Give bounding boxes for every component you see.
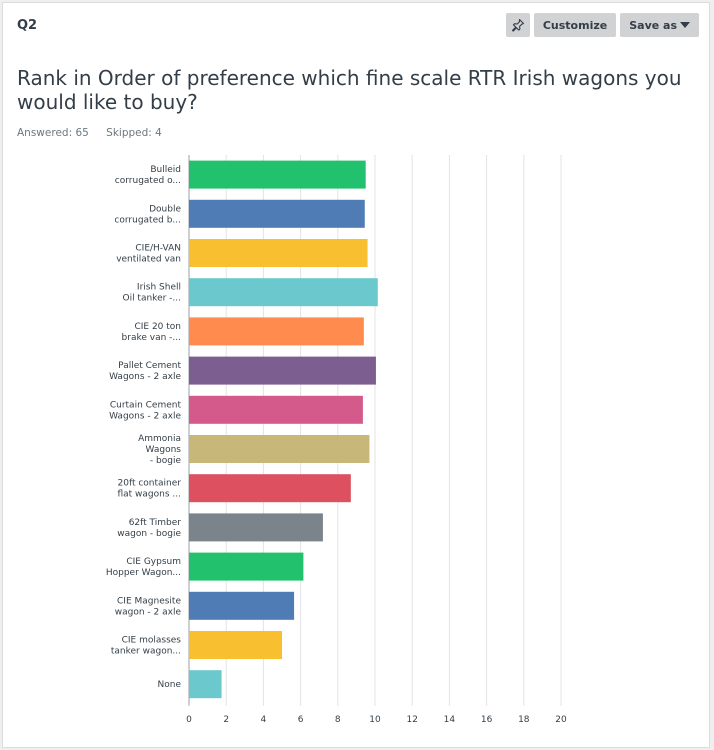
skipped-count: Skipped: 4: [106, 127, 162, 139]
category-label: Wagons: [146, 445, 182, 455]
category-label: Pallet Cement: [118, 361, 181, 371]
bar: [189, 631, 282, 659]
category-label: tanker wagon...: [111, 647, 181, 657]
category-label: corrugated b...: [114, 215, 181, 225]
toolbar: Customize Save as: [505, 13, 699, 37]
category-label: Hopper Wagon...: [106, 568, 181, 578]
x-tick-label: 14: [444, 715, 456, 725]
category-label: ventilated van: [116, 255, 181, 265]
category-label: Bulleid: [150, 165, 181, 175]
bar: [189, 278, 378, 307]
category-label: Curtain Cement: [110, 400, 182, 410]
category-label: brake van -...: [122, 333, 181, 343]
bar: [189, 474, 351, 503]
category-label: CIE molasses: [122, 636, 182, 646]
category-label: Wagons - 2 axle: [109, 411, 181, 421]
bar: [189, 591, 295, 620]
customize-button[interactable]: Customize: [533, 13, 617, 37]
bar: [189, 356, 376, 385]
x-tick-label: 0: [186, 715, 192, 725]
response-stats: Answered: 65 Skipped: 4: [17, 127, 162, 139]
x-tick-label: 2: [223, 715, 229, 725]
caret-down-icon: [680, 22, 690, 28]
category-label: wagon - bogie: [117, 529, 181, 539]
category-label: corrugated o...: [115, 176, 181, 186]
x-tick-label: 8: [335, 715, 341, 725]
category-label: CIE Gypsum: [126, 557, 181, 567]
category-label: Wagons - 2 axle: [109, 372, 181, 382]
save-as-label: Save as: [629, 18, 677, 32]
category-label: None: [158, 680, 182, 690]
bar: [189, 670, 222, 699]
x-tick-label: 10: [369, 715, 381, 725]
category-label: Ammonia: [138, 434, 181, 444]
category-label: Irish Shell: [137, 283, 181, 293]
bar: [189, 513, 323, 542]
category-label: CIE 20 ton: [134, 322, 181, 332]
category-label: Double: [149, 204, 181, 214]
bar: [189, 317, 364, 346]
bar: [189, 199, 365, 228]
category-label: 62ft Timber: [129, 518, 182, 528]
category-label: wagon - 2 axle: [115, 607, 182, 617]
category-label: CIE Magnesite: [117, 596, 181, 606]
bar: [189, 395, 363, 424]
save-as-button[interactable]: Save as: [620, 13, 699, 37]
x-tick-label: 4: [261, 715, 267, 725]
x-tick-label: 12: [406, 715, 417, 725]
question-number: Q2: [17, 18, 38, 33]
category-label: 20ft container: [118, 479, 182, 489]
category-label: - bogie: [150, 456, 182, 466]
pin-icon: [511, 18, 524, 32]
x-tick-label: 16: [481, 715, 493, 725]
bar: [189, 435, 370, 463]
bar: [189, 160, 366, 189]
category-label: CIE/H-VAN: [135, 244, 181, 254]
pin-button[interactable]: [505, 13, 530, 37]
x-tick-label: 6: [298, 715, 304, 725]
answered-count: Answered: 65: [17, 127, 89, 139]
x-tick-label: 20: [555, 715, 567, 725]
bar: [189, 552, 304, 581]
category-label: flat wagons ...: [117, 490, 181, 500]
x-tick-label: 18: [518, 715, 530, 725]
category-label: Oil tanker -...: [122, 294, 181, 304]
question-title: Rank in Order of preference which fine s…: [17, 66, 682, 114]
bar: [189, 239, 368, 267]
